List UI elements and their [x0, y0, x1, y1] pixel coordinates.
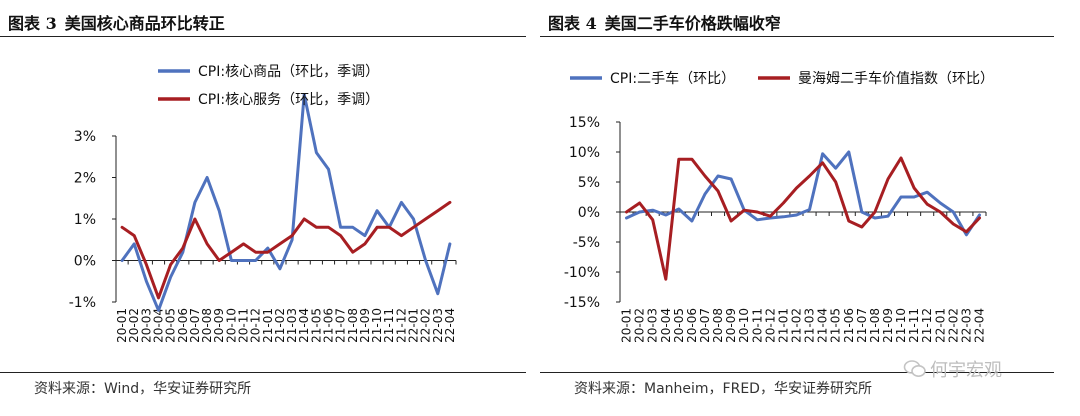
x-tick-label: 20-05: [164, 308, 178, 343]
x-tick-label: 20-12: [249, 308, 263, 343]
x-tick-label: 21-04: [816, 308, 830, 343]
x-tick-label: 20-02: [127, 308, 141, 343]
x-tick-label: 20-07: [698, 308, 712, 343]
figure-title: 美国二手车价格跌幅收窄: [604, 14, 781, 33]
x-tick-label: 20-04: [152, 308, 166, 343]
figure-title: 美国核心商品环比转正: [64, 14, 225, 33]
y-tick-label: 0%: [74, 254, 96, 270]
x-tick-label: 20-10: [737, 308, 751, 343]
legend-label: CPI:核心服务（环比，季调）: [198, 92, 379, 108]
x-tick-label: 22-01: [933, 308, 947, 343]
x-tick-label: 21-06: [322, 308, 336, 343]
x-tick-label: 20-12: [763, 308, 777, 343]
chart-used-cars: -15%-10%-5%0%5%10%15%20-01 20-02 20-03 20-0…: [564, 70, 994, 343]
x-tick-label: 21-09: [358, 308, 372, 343]
x-tick-label: 21-03: [803, 308, 817, 343]
x-tick-label: 20-06: [176, 308, 190, 343]
x-tick-label: 21-05: [309, 308, 323, 343]
watermark-text: 何宇宏观: [930, 360, 1002, 381]
x-tick-label: 21-08: [868, 308, 882, 343]
source-note: 资料来源：Wind，华安证券研究所: [34, 381, 252, 397]
x-tick-label: 21-11: [907, 308, 921, 343]
x-tick-label: 21-01: [261, 308, 275, 343]
x-tick-label: 20-02: [633, 308, 647, 343]
x-tick-label: 21-09: [881, 308, 895, 343]
panel-title: 图表 3 美国核心商品环比转正: [8, 10, 233, 34]
x-tick-label: 21-10: [370, 308, 384, 343]
y-tick-label: -15%: [564, 295, 600, 311]
legend-label: CPI:核心商品（环比，季调）: [198, 64, 379, 80]
x-tick-label: 20-07: [188, 308, 202, 343]
title-rule: [540, 36, 1054, 37]
x-tick-label: 21-06: [842, 308, 856, 343]
x-tick-label: 21-07: [855, 308, 869, 343]
y-tick-label: 0%: [578, 205, 600, 221]
x-tick-label: 22-03: [431, 308, 445, 343]
x-tick-label: 20-09: [724, 308, 738, 343]
x-tick-label: 20-10: [224, 308, 238, 343]
y-tick-label: 5%: [578, 175, 600, 191]
series-line-2: [625, 156, 981, 281]
x-tick-label: 21-03: [285, 308, 299, 343]
x-tick-label: 20-08: [711, 308, 725, 343]
panel-right: 图表 4 美国二手车价格跌幅收窄 -15% -10% -5% 0% 5% 10% 15% 20-…: [540, 0, 1080, 416]
legend-label: 曼海姆二手车价值指数（环比）: [798, 70, 994, 87]
x-tick-label: 20-09: [212, 308, 226, 343]
x-tick-label: 20-05: [672, 308, 686, 343]
source-rule: [540, 372, 1054, 373]
x-tick-label: 20-04: [659, 308, 673, 343]
x-tick-label: 22-02: [946, 308, 960, 343]
x-tick-label: 21-02: [789, 308, 803, 343]
x-tick-label: 21-05: [829, 308, 843, 343]
y-tick-label: 1%: [74, 212, 96, 228]
chart-core-goods: -1%0%1%2%3%20-0120-0220-0320-0420-0520-0…: [69, 64, 457, 343]
x-tick-label: 21-02: [273, 308, 287, 343]
wechat-icon: [903, 360, 926, 377]
x-tick-label: 22-01: [407, 308, 421, 343]
x-tick-label: 22-04: [443, 308, 457, 343]
x-tick-label: 22-04: [972, 308, 986, 343]
x-tick-label: 21-01: [776, 308, 790, 343]
x-tick-label: 22-02: [419, 308, 433, 343]
series-line-2: [120, 200, 452, 300]
x-tick-label: 20-06: [685, 308, 699, 343]
x-tick-label: 20-11: [750, 308, 764, 343]
x-tick-label: 21-10: [894, 308, 908, 343]
y-tick-label: -10%: [564, 265, 600, 281]
x-tick-label: 20-08: [200, 308, 214, 343]
x-tick-label: 21-08: [346, 308, 360, 343]
x-tick-label: 21-07: [334, 308, 348, 343]
x-tick-label: 20-01: [620, 308, 634, 343]
x-tick-label: 22-03: [959, 308, 973, 343]
y-tick-label: -1%: [69, 295, 96, 311]
x-tick-label: 20-03: [139, 308, 153, 343]
x-tick-label: 21-11: [382, 308, 396, 343]
figure-number: 图表 4: [548, 14, 597, 33]
x-tick-label: 20-11: [237, 308, 251, 343]
y-tick-label: 2%: [74, 171, 96, 187]
y-tick-label: -5%: [573, 235, 600, 251]
panel-left: 图表 3 美国核心商品环比转正 -1% 0% 1% 2% 3% 20-01 20-02 20-0…: [0, 10, 526, 397]
x-tick-label: 20-01: [115, 308, 129, 343]
panel-title: 图表 4 美国二手车价格跌幅收窄: [548, 10, 789, 34]
title-rule: [0, 36, 526, 37]
legend-label: CPI:二手车（环比）: [610, 70, 735, 87]
y-tick-label: 10%: [569, 145, 600, 161]
figure-number: 图表 3: [8, 14, 57, 33]
source-note: 资料来源：Manheim，FRED，华安证券研究所: [574, 381, 872, 397]
x-tick-label: 20-03: [646, 308, 660, 343]
x-tick-label: 21-04: [297, 308, 311, 343]
y-tick-label: 3%: [74, 129, 96, 145]
x-tick-label: 21-12: [394, 308, 408, 343]
y-tick-label: 15%: [569, 115, 600, 131]
source-rule: [0, 372, 526, 373]
x-tick-label: 21-12: [920, 308, 934, 343]
series-line-1: [120, 93, 452, 312]
